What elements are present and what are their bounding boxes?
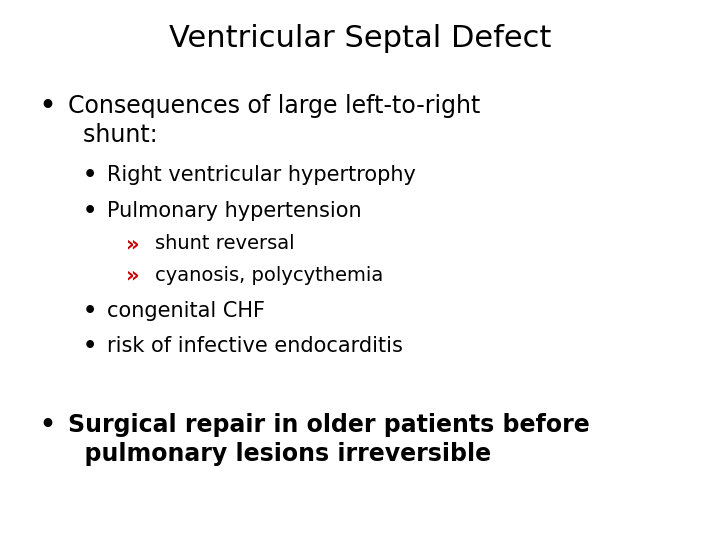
Text: Right ventricular hypertrophy: Right ventricular hypertrophy bbox=[107, 165, 415, 185]
Text: Ventricular Septal Defect: Ventricular Septal Defect bbox=[168, 24, 552, 53]
Text: »: » bbox=[126, 234, 140, 254]
Text: Surgical repair in older patients before
  pulmonary lesions irreversible: Surgical repair in older patients before… bbox=[68, 413, 590, 466]
Text: Pulmonary hypertension: Pulmonary hypertension bbox=[107, 201, 361, 221]
Text: •: • bbox=[83, 165, 97, 185]
Text: •: • bbox=[40, 413, 55, 437]
Text: shunt reversal: shunt reversal bbox=[155, 234, 294, 253]
Text: •: • bbox=[40, 94, 55, 118]
Text: •: • bbox=[83, 201, 97, 221]
Text: risk of infective endocarditis: risk of infective endocarditis bbox=[107, 336, 402, 356]
Text: cyanosis, polycythemia: cyanosis, polycythemia bbox=[155, 266, 383, 285]
Text: •: • bbox=[83, 336, 97, 356]
Text: congenital CHF: congenital CHF bbox=[107, 301, 264, 321]
Text: »: » bbox=[126, 266, 140, 286]
Text: •: • bbox=[83, 301, 97, 321]
Text: Consequences of large left-to-right
  shunt:: Consequences of large left-to-right shun… bbox=[68, 94, 481, 147]
